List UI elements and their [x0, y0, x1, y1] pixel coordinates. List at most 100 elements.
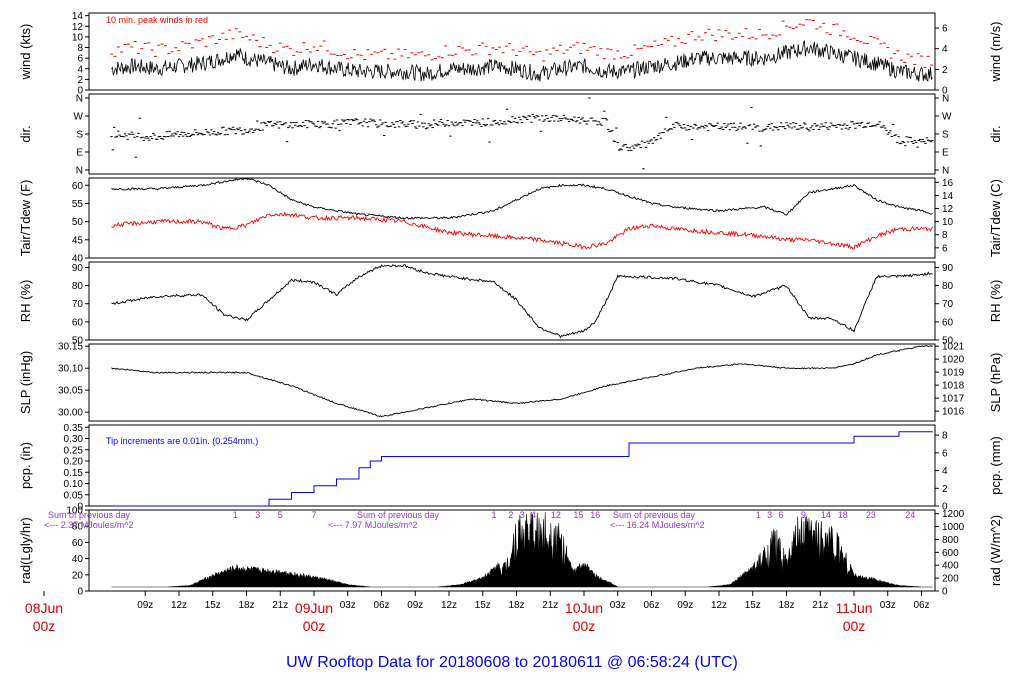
air-temp-line: [111, 177, 933, 220]
wind-ytick-label: 0: [77, 86, 83, 97]
date-hour-label: 00z: [303, 618, 326, 634]
pcp-ytick-label: 0.10: [64, 479, 84, 490]
pcp-ytick-label: 0.15: [64, 468, 84, 479]
rad-hour-mark: 6: [778, 510, 783, 520]
dir-ytick-label: W: [74, 112, 84, 123]
pcp-ytick-right-label: 6: [942, 448, 948, 459]
slp-ytick-right-label: 1016: [942, 407, 965, 418]
rad-ytick-label: 0: [77, 587, 83, 598]
rh-ytick-right-label: 90: [942, 263, 954, 274]
slp-ytick-right-label: 1018: [942, 381, 965, 392]
x-tick-label: 18z: [508, 600, 524, 611]
rad-ytick-right-label: 600: [942, 548, 959, 559]
rad-hour-mark: 3: [767, 510, 772, 520]
rh-ytick-right-label: 60: [942, 317, 954, 328]
rh-ylabel-right: RH (%): [988, 280, 1003, 323]
pcp-ylabel-left: pcp. (in): [18, 442, 33, 489]
x-tick-label: 09z: [407, 600, 423, 611]
slp-ytick-right-label: 1019: [942, 368, 965, 379]
rh-frame: [88, 261, 936, 341]
dir-ylabel-right: dir.: [988, 125, 1003, 142]
rad-hour-mark: 7: [311, 510, 316, 520]
wind-ytick-right-label: 2: [942, 65, 948, 76]
rad-ylabel-right: rad (W/m^2): [988, 515, 1003, 586]
wind-frame: [88, 12, 936, 91]
rad-hour-mark: 23: [866, 510, 876, 520]
x-tick-label: 15z: [745, 600, 761, 611]
temp-ytick-label: 55: [72, 199, 84, 210]
rad-ytick-label: 60: [72, 538, 84, 549]
temp-ytick-right-label: 14: [942, 191, 954, 202]
rad-ytick-label: 20: [72, 570, 84, 581]
wind-ytick-label: 6: [77, 54, 83, 65]
dew-temp-line: [111, 211, 934, 251]
pcp-ytick-label: 0.20: [64, 457, 84, 468]
rad-sum-label: Sum of previous day: [48, 510, 131, 520]
dir-ytick-right-label: W: [942, 112, 952, 123]
dir-ylabel-left: dir.: [18, 125, 33, 142]
slp-ylabel-right: SLP (hPa): [988, 353, 1003, 413]
rh-ytick-label: 70: [72, 299, 84, 310]
rad-ytick-right-label: 200: [942, 574, 959, 585]
rh-ytick-right-label: 70: [942, 299, 954, 310]
slp-ytick-label: 30.00: [58, 408, 83, 419]
slp-line: [111, 345, 933, 418]
rad-hour-mark: 24: [905, 510, 915, 520]
pcp-ytick-label: 0.05: [64, 490, 84, 501]
x-tick-label: 12z: [441, 600, 457, 611]
temp-ytick-label: 40: [72, 254, 84, 265]
rad-sum-value: <--- 2.37 MJoules/m^2: [44, 520, 134, 530]
wind-ytick-label: 4: [77, 64, 83, 75]
x-tick-label: 15z: [475, 600, 491, 611]
temp-ytick-label: 60: [72, 181, 84, 192]
temp-frame: [88, 177, 936, 259]
temp-ytick-right-label: 16: [942, 178, 954, 189]
rad-hour-mark: 1: [491, 510, 496, 520]
date-hour-label: 00z: [573, 618, 596, 634]
dir-ytick-label: E: [76, 148, 83, 159]
x-tick-label: 03z: [610, 600, 626, 611]
rad-hour-mark: 12: [551, 510, 561, 520]
rad-ytick-right-label: 400: [942, 561, 959, 572]
wind-ytick-right-label: 4: [942, 44, 948, 55]
wind-speed-line: [111, 40, 933, 82]
rad-hour-mark: 3: [255, 510, 260, 520]
temp-ytick-right-label: 8: [942, 230, 948, 241]
direction-panel: dir. dir.N NE ES SW WN N: [18, 93, 1003, 177]
pcp-ytick-right-label: 8: [942, 431, 948, 442]
x-tick-label: 03z: [340, 600, 356, 611]
slp-ytick-label: 30.10: [58, 364, 83, 375]
x-tick-label: 21z: [542, 600, 558, 611]
rad-hour-mark: 16: [590, 510, 600, 520]
rad-sum-value: <--- 7.97 MJoules/m^2: [328, 520, 418, 530]
slp-frame: [88, 343, 936, 422]
rh-ytick-right-label: 50: [942, 336, 954, 347]
slp-ytick-right-label: 1017: [942, 394, 965, 405]
dir-ytick-label: S: [76, 130, 83, 141]
wind-ytick-right-label: 0: [942, 86, 948, 97]
rh-ytick-label: 90: [72, 263, 84, 274]
pcp-ytick-label: 0.25: [64, 445, 84, 456]
pcp-annotation: Tip increments are 0.01in. (0.254mm.): [106, 436, 258, 446]
rad-hour-mark: 5: [278, 510, 283, 520]
time-axis: 09z 12z 15z 18z 21z 03z 06z 09z 12z 15z 18z 21z 03z 0…: [25, 591, 930, 634]
rh-ytick-label: 60: [72, 317, 84, 328]
rad-hour-mark: 15: [573, 510, 583, 520]
rh-line: [111, 264, 933, 339]
pcp-ytick-label: 0.30: [64, 434, 84, 445]
wind-ytick-right-label: 6: [942, 24, 948, 35]
rad-area: [111, 511, 933, 588]
rad-hour-mark: 9: [801, 510, 806, 520]
date-label: 09Jun: [295, 600, 333, 616]
wind-ytick-label: 12: [72, 22, 84, 33]
x-tick-label: 12z: [171, 600, 187, 611]
rad-ytick-label: 40: [72, 554, 84, 565]
rad-sum-label: Sum of previous day: [613, 510, 696, 520]
rad-ytick-right-label: 1000: [942, 522, 965, 533]
x-tick-label: 18z: [778, 600, 794, 611]
wind-ytick-label: 2: [77, 75, 83, 86]
slp-ylabel-left: SLP (inHg): [18, 351, 33, 414]
